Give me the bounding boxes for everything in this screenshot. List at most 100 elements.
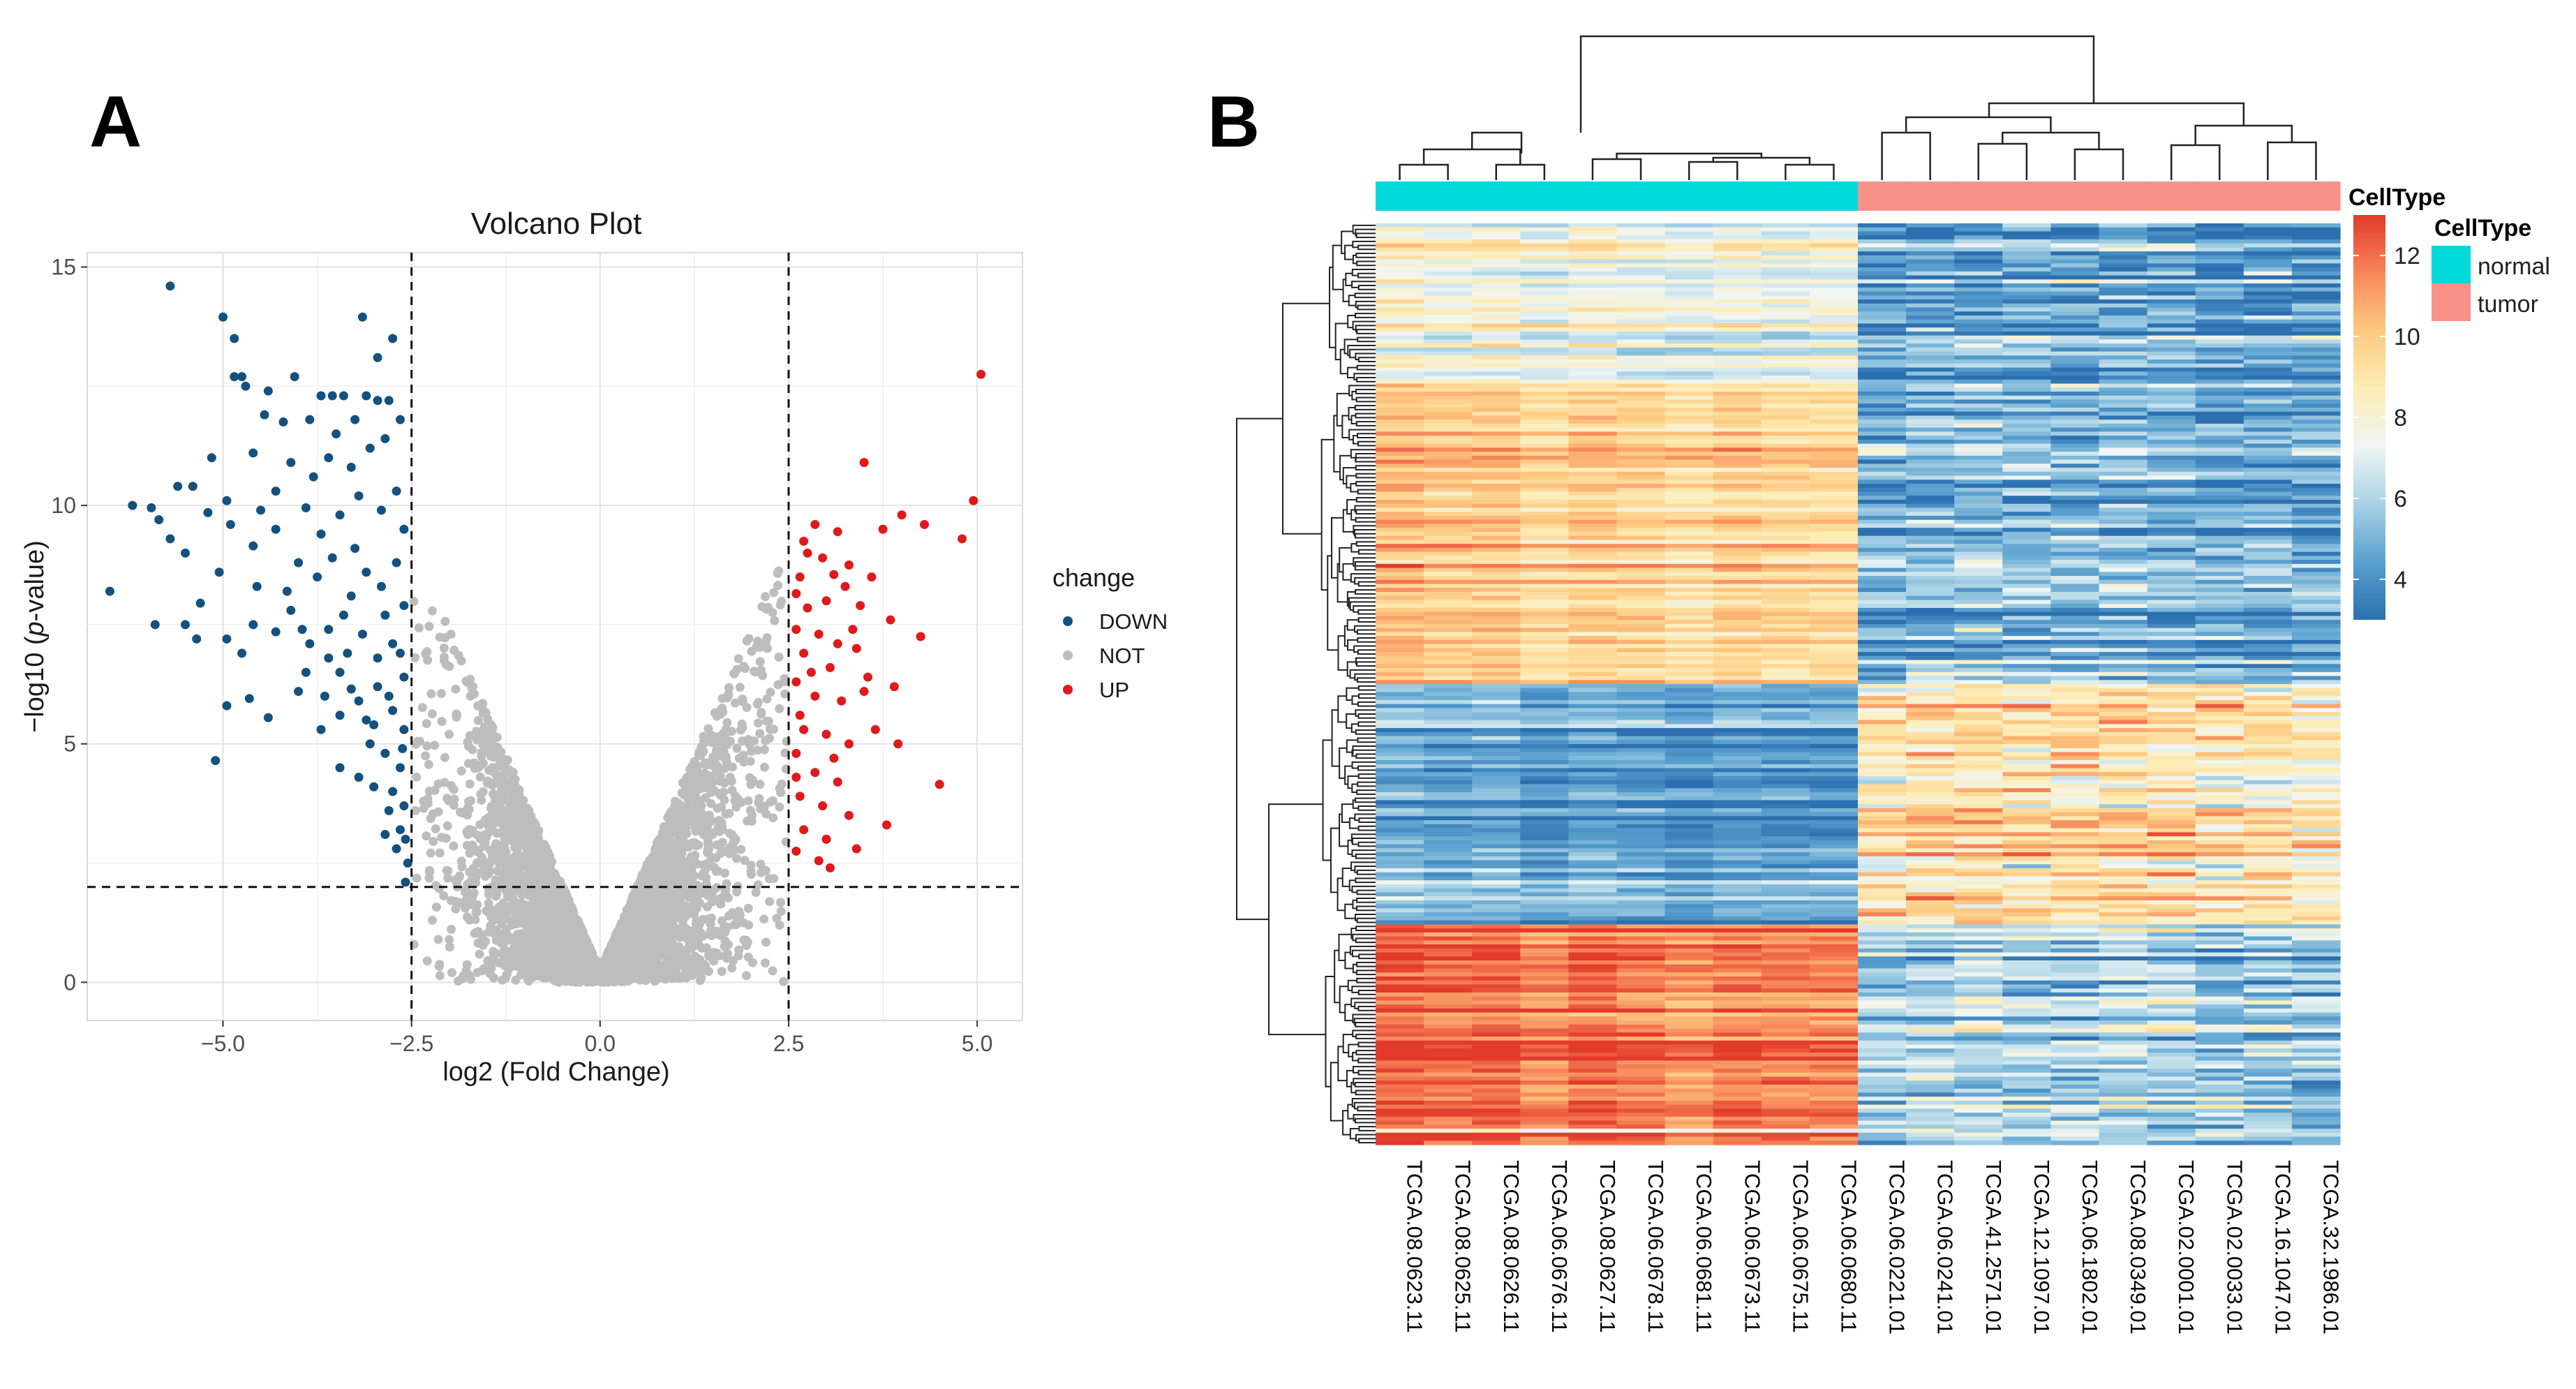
heatmap-cell: [2002, 263, 2051, 268]
not-point: [618, 953, 627, 963]
heatmap-cell: [1520, 267, 1569, 272]
down-point: [399, 524, 409, 534]
not-point: [747, 870, 757, 879]
not-point: [494, 778, 504, 787]
not-point: [622, 905, 632, 915]
heatmap-cell: [2291, 231, 2341, 236]
not-point: [751, 888, 761, 897]
heatmap-cell: [1954, 239, 2003, 244]
not-point: [776, 788, 786, 797]
row-dendrogram-branch: [1354, 560, 1376, 569]
row-dendrogram-branch: [1355, 228, 1376, 237]
down-point: [222, 496, 232, 505]
not-point: [644, 950, 654, 960]
down-point: [399, 672, 409, 682]
heatmap-cell: [1472, 247, 1521, 252]
heatmap-cell: [1520, 231, 1569, 236]
not-point: [439, 643, 449, 653]
heatmap-cell: [1616, 259, 1666, 264]
not-point: [677, 817, 686, 826]
down-point: [278, 417, 288, 427]
down-point: [395, 825, 405, 835]
row-dendrogram-branch: [1354, 313, 1376, 318]
heatmap-cell: [1713, 247, 1762, 252]
heatmap-cell: [2099, 251, 2148, 256]
up-point: [799, 825, 809, 835]
up-point: [881, 820, 891, 830]
heatmap-cell: [1376, 227, 1424, 232]
column-dendrogram-branch: [1495, 163, 1546, 180]
up-point: [859, 687, 869, 697]
row-dendrogram-branch: [1341, 230, 1353, 255]
up-point: [791, 773, 801, 782]
heatmap-cell: [2195, 247, 2244, 252]
volcano-legend: change DOWN NOT UP: [1052, 563, 1168, 702]
heatmap-cell: [1616, 263, 1666, 268]
down-point: [301, 667, 311, 677]
not-point: [502, 756, 512, 766]
heatmap-cell: [1616, 267, 1666, 272]
row-dendrogram-branch: [1350, 543, 1359, 553]
not-point: [468, 828, 478, 838]
row-dendrogram-branch: [1357, 805, 1376, 811]
heatmap-cell: [1665, 223, 1714, 228]
heatmap-cell: [1472, 255, 1521, 260]
heatmap-cell: [2050, 263, 2100, 268]
heatmap-cell: [1424, 255, 1473, 260]
not-point: [430, 785, 440, 795]
row-dendrogram-branch: [1354, 1082, 1376, 1087]
heatmap-cell: [2147, 247, 2196, 252]
not-point: [762, 694, 772, 704]
heatmap-cell: [2291, 255, 2341, 260]
not-point: [722, 922, 732, 932]
not-point: [479, 706, 489, 716]
down-point: [271, 486, 281, 496]
up-point: [840, 581, 850, 591]
column-dendrogram-branch: [1688, 161, 1739, 180]
not-point: [634, 921, 644, 930]
heatmap-cell: [1472, 227, 1521, 232]
down-point: [271, 627, 281, 637]
down-point: [350, 415, 360, 424]
heatmap-cell: [1858, 259, 1907, 264]
not-point: [616, 928, 625, 937]
down-point: [263, 713, 273, 722]
up-point: [856, 601, 865, 611]
row-dendrogram-branch: [1358, 1126, 1376, 1131]
not-point: [445, 662, 454, 671]
row-dendrogram-branch: [1349, 1128, 1360, 1140]
up-point: [833, 777, 842, 787]
down-point: [399, 601, 409, 611]
heatmap-cell: [1568, 263, 1618, 268]
not-point: [685, 807, 694, 817]
not-point: [653, 890, 662, 900]
heatmap-cell: [1858, 263, 1907, 268]
down-point: [380, 610, 390, 620]
row-dendrogram-branch: [1355, 1090, 1376, 1096]
up-point: [821, 596, 831, 606]
row-dendrogram-branch: [1356, 917, 1376, 923]
not-point: [699, 963, 708, 973]
not-point: [456, 808, 465, 817]
not-point: [662, 844, 672, 853]
heatmap-cell: [1520, 227, 1569, 232]
not-point: [735, 683, 745, 692]
not-point: [694, 939, 703, 949]
not-point: [761, 809, 771, 819]
not-point: [433, 935, 443, 944]
row-dendrogram-branch: [1357, 701, 1376, 707]
heatmap-cell: [1616, 275, 1666, 280]
row-dendrogram-branch: [1357, 549, 1376, 555]
not-point: [464, 804, 474, 814]
row-dendrogram-branch: [1355, 325, 1376, 332]
annotation-cell-normal: [1713, 181, 1762, 211]
heatmap-cell: [1472, 235, 1521, 240]
row-dendrogram-branch: [1346, 1069, 1353, 1087]
not-point: [533, 907, 542, 917]
heatmap-cell: [1713, 275, 1762, 280]
up-point: [810, 519, 820, 529]
not-point: [577, 934, 587, 944]
not-point: [584, 942, 593, 952]
heatmap-cell: [1761, 259, 1810, 264]
not-point: [591, 974, 601, 984]
